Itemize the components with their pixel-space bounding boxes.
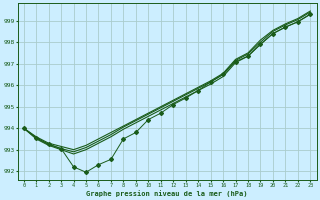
- X-axis label: Graphe pression niveau de la mer (hPa): Graphe pression niveau de la mer (hPa): [86, 190, 248, 197]
